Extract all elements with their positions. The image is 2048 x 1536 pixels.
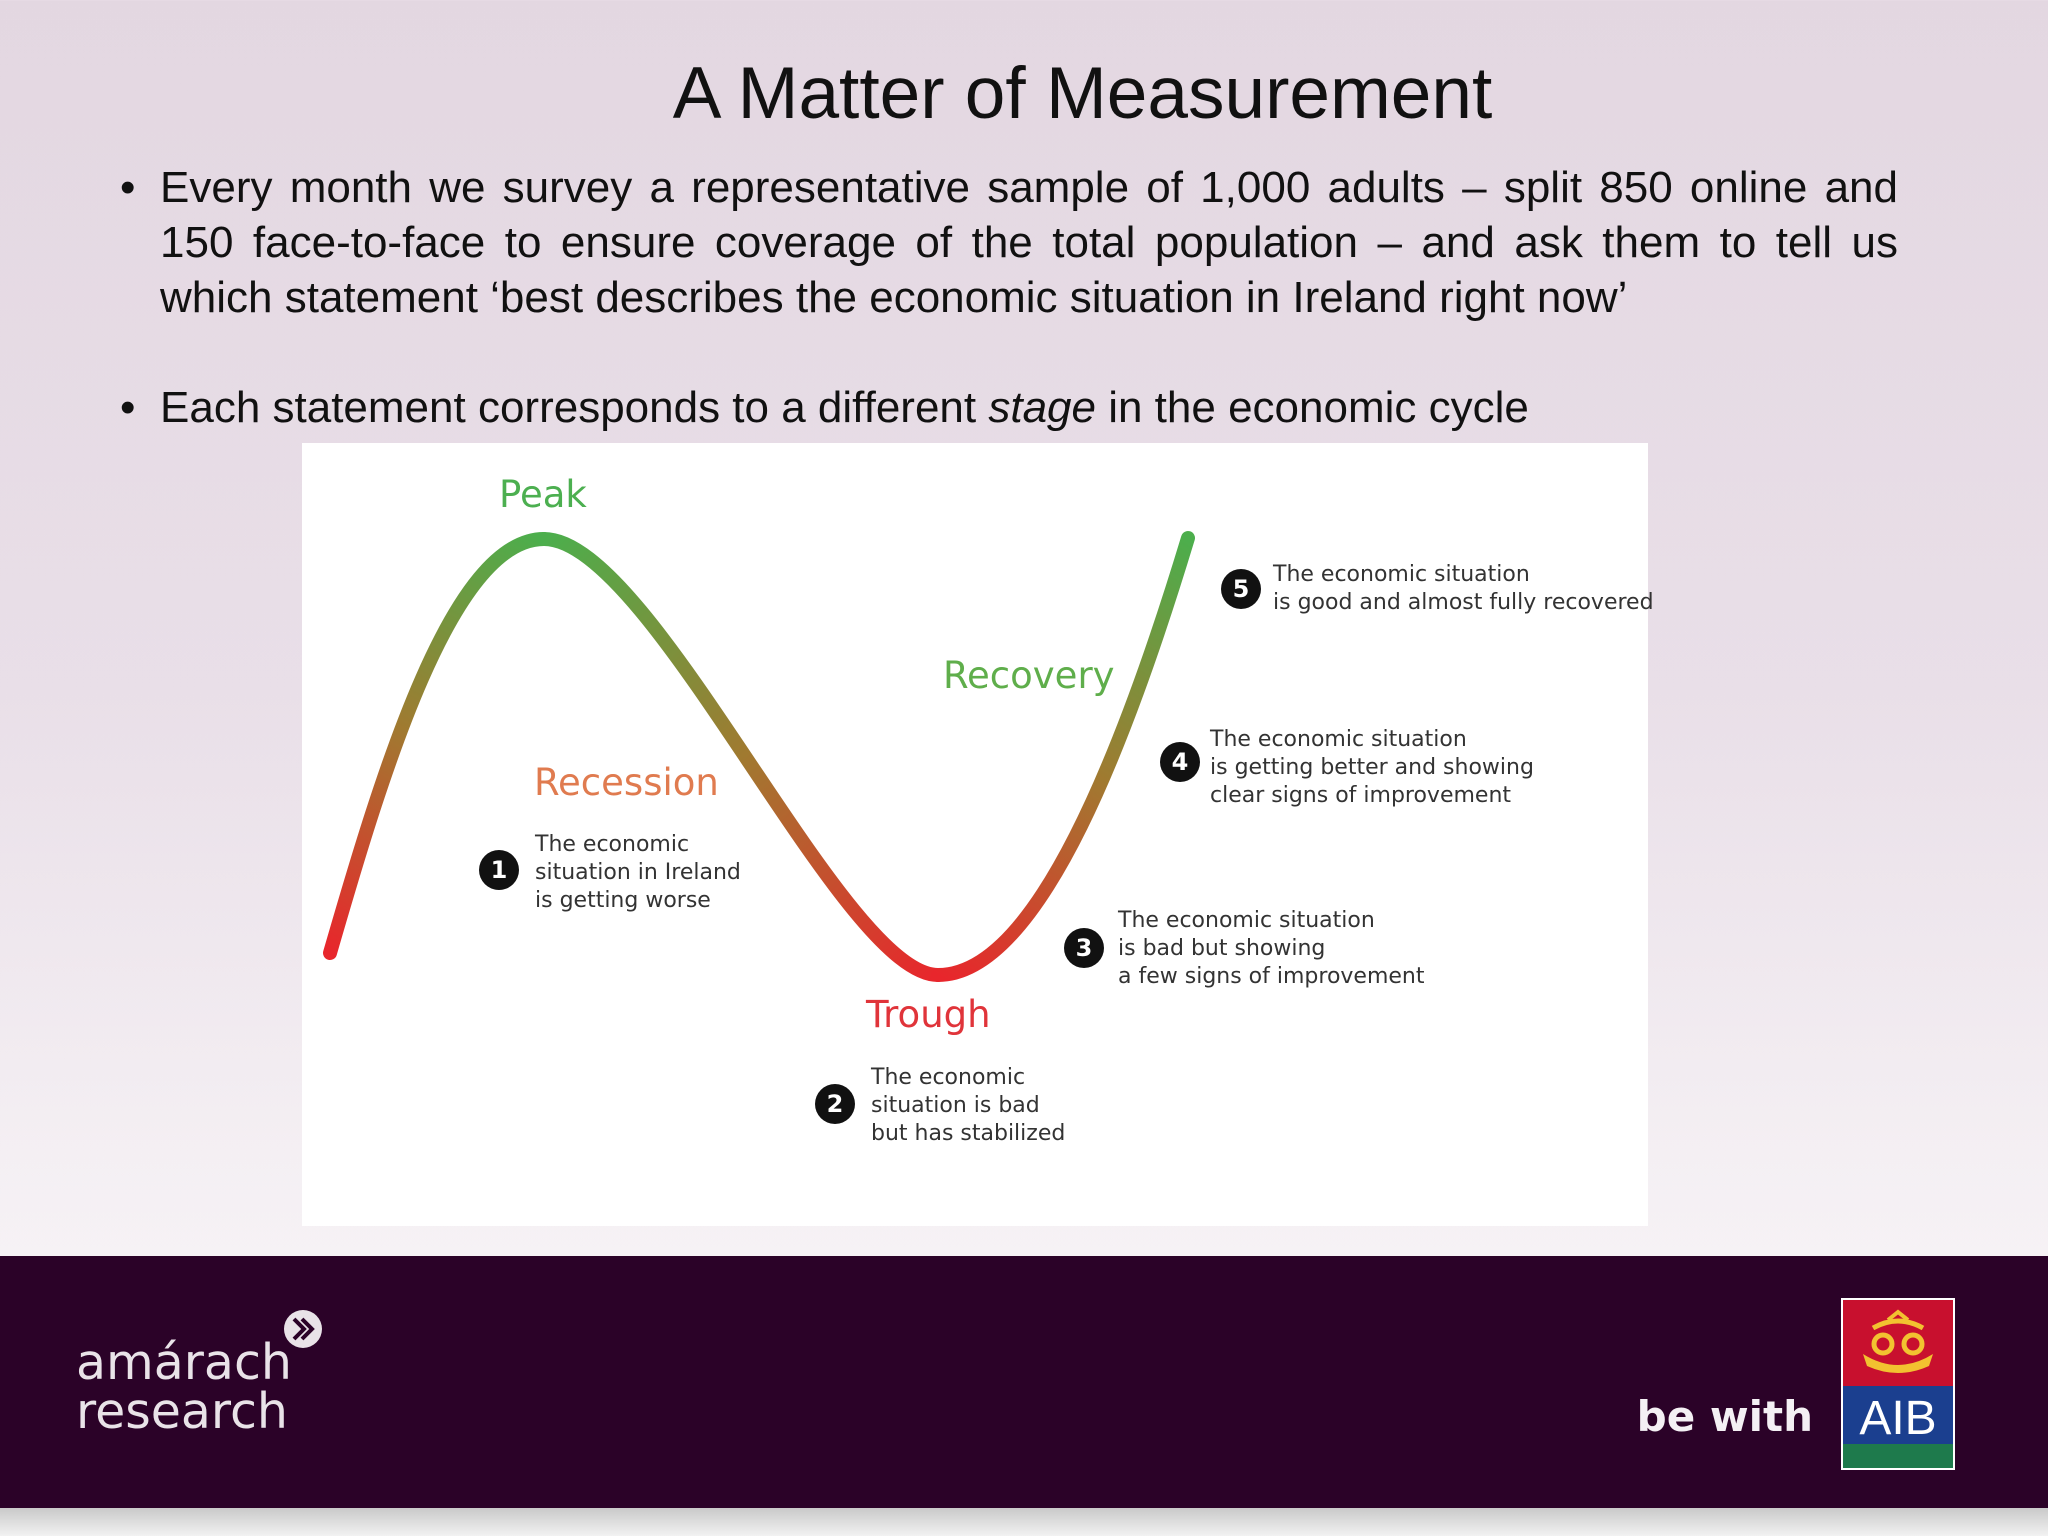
stage-label-recession: Recession	[534, 761, 719, 804]
statement-number-2: 2	[815, 1084, 855, 1124]
bottom-strip	[0, 1508, 2048, 1536]
stage-label-recovery: Recovery	[943, 654, 1115, 697]
stage-label-trough: Trough	[866, 993, 991, 1036]
chevron-right-icon	[284, 1310, 322, 1348]
statement-number-5: 5	[1221, 569, 1261, 609]
bullet-item: Every month we survey a representative s…	[118, 160, 1898, 325]
statement-text-3: The economic situation is bad but showin…	[1118, 908, 1425, 989]
statement-number-4: 4	[1160, 742, 1200, 782]
aib-logo: AIB	[1841, 1298, 1955, 1470]
statement-number-1: 1	[479, 850, 519, 890]
slide-title: A Matter of Measurement	[672, 53, 1493, 134]
cycle-curve-fall	[537, 532, 945, 982]
bullet-text-suffix: in the economic cycle	[1095, 383, 1529, 432]
brand-line-2: research	[76, 1383, 288, 1440]
amarach-research-logo: amárach research	[76, 1338, 292, 1436]
bullet-list: Every month we survey a representative s…	[118, 160, 1898, 435]
bullet-item: Each statement corresponds to a differen…	[118, 380, 1898, 435]
statement-text-5: The economic situation is good and almos…	[1273, 562, 1654, 615]
brand-line-1: amárach	[76, 1334, 292, 1391]
statement-text-1: The economic situation in Ireland is get…	[535, 832, 741, 913]
aib-logo-text: AIB	[1859, 1392, 1936, 1445]
footer-bar	[0, 1256, 2048, 1508]
tagline: be with	[1636, 1392, 1813, 1441]
bullet-text-emphasis: stage	[988, 383, 1096, 432]
bullet-text: Every month we survey a representative s…	[160, 163, 1898, 322]
bullet-text-prefix: Each statement corresponds to a differen…	[160, 383, 989, 432]
statement-number-3: 3	[1064, 928, 1104, 968]
stage-label-peak: Peak	[499, 473, 587, 516]
cycle-curve-rise	[323, 532, 551, 960]
statement-text-2: The economic situation is bad but has st…	[871, 1065, 1066, 1146]
cycle-curve-recovery	[931, 531, 1195, 982]
aib-logo-graphic: AIB	[1843, 1300, 1953, 1468]
statement-text-4: The economic situation is getting better…	[1210, 727, 1534, 808]
cycle-curve-svg	[323, 531, 1195, 982]
economic-cycle-diagram: Peak Recession Trough Recovery 1 The eco…	[302, 443, 1654, 1226]
